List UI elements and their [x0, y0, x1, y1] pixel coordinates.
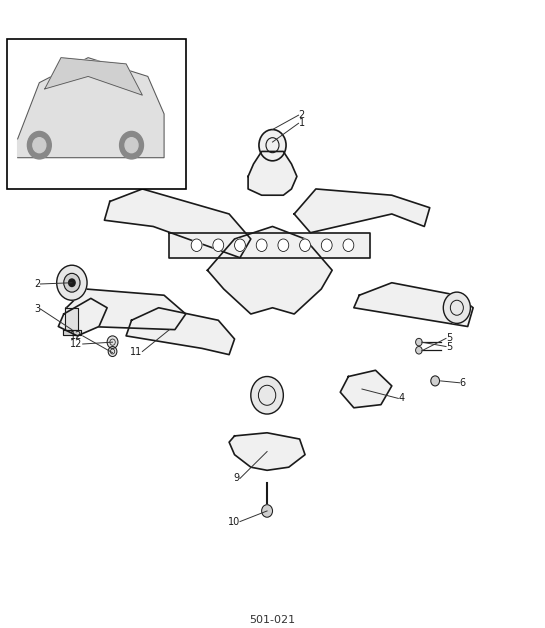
Circle shape — [57, 265, 87, 300]
Polygon shape — [66, 289, 186, 330]
Polygon shape — [340, 371, 392, 408]
Circle shape — [234, 239, 245, 251]
Circle shape — [69, 279, 75, 286]
Text: 12: 12 — [70, 331, 83, 341]
Circle shape — [278, 239, 289, 251]
Text: 4: 4 — [398, 393, 404, 403]
Bar — [7, 39, 186, 189]
Text: 12: 12 — [70, 339, 83, 349]
Text: 5: 5 — [446, 342, 452, 352]
Circle shape — [256, 239, 267, 251]
Circle shape — [64, 273, 80, 292]
Circle shape — [300, 239, 311, 251]
Circle shape — [27, 131, 51, 159]
Polygon shape — [169, 233, 370, 257]
Polygon shape — [354, 283, 473, 327]
Circle shape — [259, 129, 286, 161]
Polygon shape — [126, 308, 234, 355]
Text: 11: 11 — [130, 347, 142, 357]
Circle shape — [262, 505, 272, 517]
Polygon shape — [45, 58, 142, 95]
Circle shape — [125, 138, 138, 153]
Polygon shape — [294, 189, 430, 233]
Circle shape — [107, 336, 118, 349]
Polygon shape — [229, 433, 305, 470]
Circle shape — [213, 239, 223, 251]
Text: 9: 9 — [234, 474, 240, 484]
Text: 2: 2 — [299, 110, 305, 120]
Text: 3: 3 — [34, 304, 40, 314]
Circle shape — [191, 239, 202, 251]
Circle shape — [322, 239, 332, 251]
Circle shape — [251, 377, 283, 414]
Text: 2: 2 — [34, 279, 40, 289]
Circle shape — [416, 347, 422, 354]
Polygon shape — [105, 189, 251, 257]
Polygon shape — [208, 227, 332, 314]
Circle shape — [416, 338, 422, 346]
Polygon shape — [65, 308, 78, 330]
Circle shape — [343, 239, 354, 251]
Circle shape — [33, 138, 46, 153]
Circle shape — [108, 347, 117, 357]
Text: 10: 10 — [228, 517, 240, 526]
Polygon shape — [63, 330, 81, 335]
Polygon shape — [17, 58, 164, 158]
Circle shape — [443, 292, 470, 323]
Polygon shape — [248, 151, 297, 195]
Text: 6: 6 — [459, 378, 465, 387]
Polygon shape — [58, 298, 107, 336]
Text: 5: 5 — [446, 333, 452, 344]
Text: 1: 1 — [299, 118, 305, 128]
Circle shape — [119, 131, 143, 159]
Circle shape — [431, 376, 439, 386]
Text: 501-021: 501-021 — [250, 615, 295, 625]
